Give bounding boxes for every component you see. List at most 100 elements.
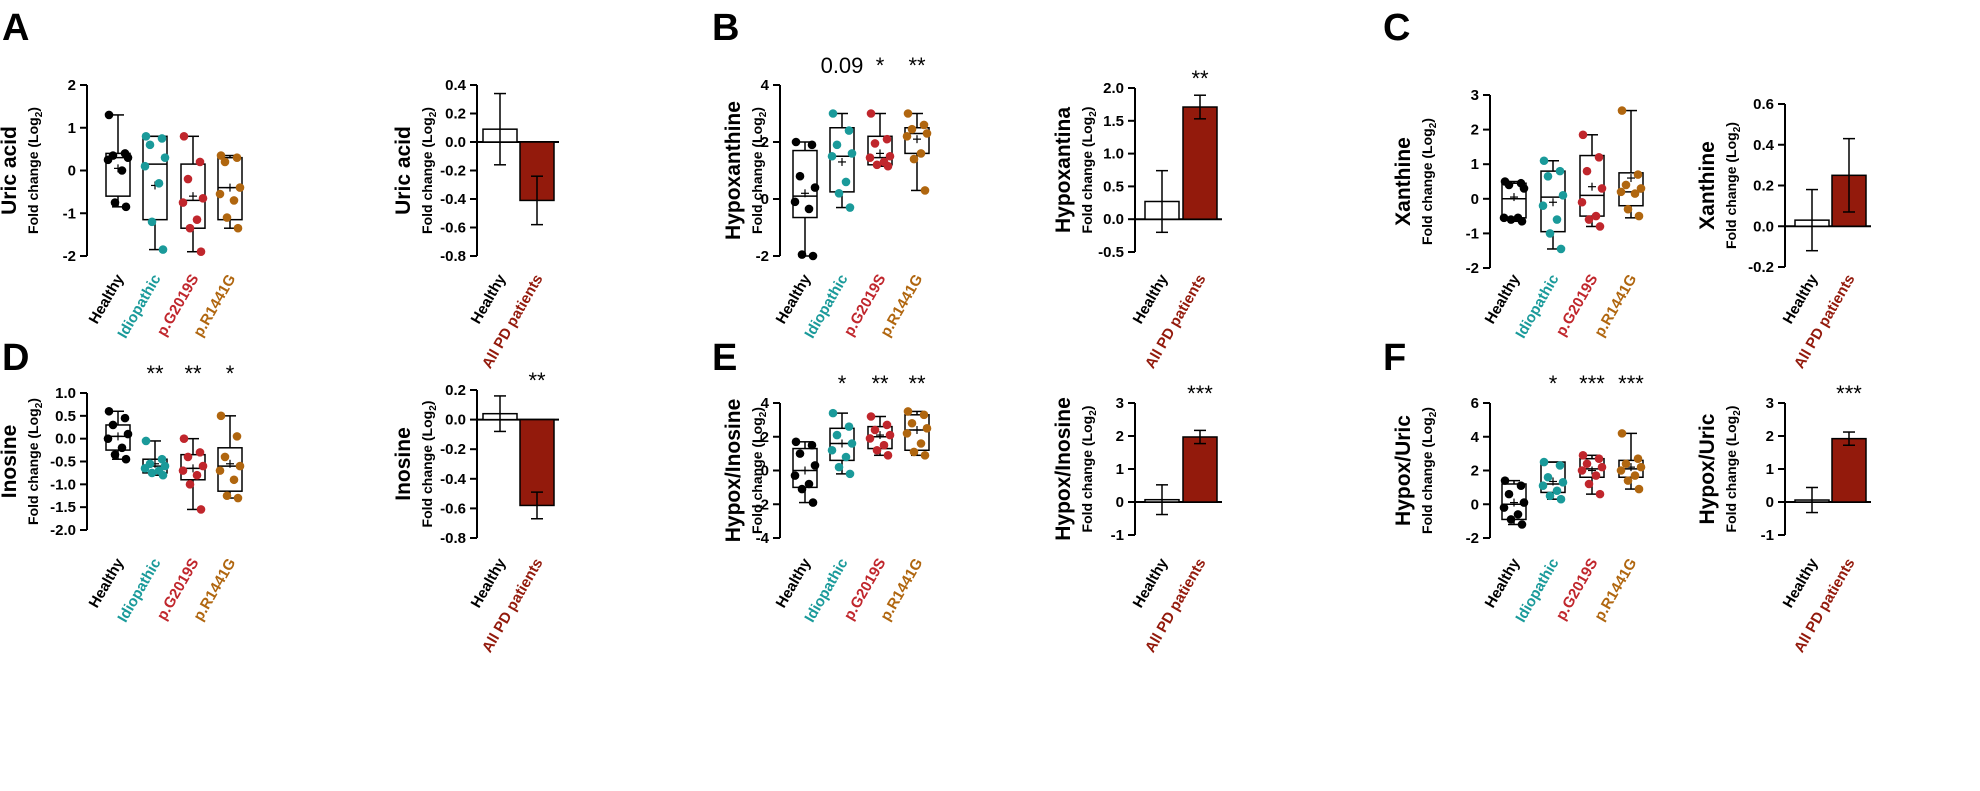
y-tick-label: 0.6 — [1753, 96, 1774, 113]
data-point — [834, 462, 844, 472]
data-point — [117, 443, 127, 453]
y-tick-label: -2.0 — [50, 522, 76, 539]
bar — [1831, 437, 1867, 503]
data-point — [147, 217, 157, 227]
y-axis-title: Uric acid — [0, 126, 21, 215]
data-point — [1539, 457, 1549, 467]
y-axis-subtitle-subscript: 2 — [758, 411, 769, 417]
significance-label: ** — [528, 368, 546, 393]
y-tick-label: -1 — [1111, 527, 1124, 544]
data-point — [216, 151, 226, 160]
data-point — [879, 440, 889, 450]
data-point — [1636, 184, 1646, 193]
data-point — [1552, 215, 1562, 224]
data-point — [108, 420, 118, 430]
data-point — [123, 429, 133, 439]
y-tick-label: 0.0 — [55, 431, 76, 448]
y-axis-subtitle-text: Fold change (Log — [1079, 117, 1095, 234]
data-point — [1543, 472, 1553, 482]
y-axis-subtitle-subscript: 2 — [1088, 410, 1099, 416]
data-point — [882, 134, 892, 144]
data-point — [1506, 215, 1516, 224]
bar — [519, 418, 555, 507]
y-tick-label: 1 — [1766, 461, 1774, 478]
data-point — [847, 149, 857, 158]
y-tick-label: -2 — [756, 496, 769, 513]
y-tick-label: 1 — [1471, 156, 1479, 173]
y-tick-label: -1 — [63, 205, 76, 222]
y-tick-label: 1.5 — [1103, 113, 1124, 130]
y-tick-label: 0 — [1471, 191, 1479, 208]
data-point — [185, 223, 195, 233]
y-tick-label: 0.4 — [445, 77, 467, 94]
data-point — [795, 449, 805, 458]
y-tick-label: 0 — [761, 463, 769, 480]
y-axis-subtitle-close: ) — [749, 107, 765, 112]
data-point — [807, 440, 817, 450]
y-axis-subtitle-subscript: 2 — [428, 405, 439, 411]
data-point — [215, 189, 225, 199]
data-point — [1633, 454, 1643, 463]
data-point — [183, 174, 193, 184]
data-point — [1556, 494, 1566, 504]
y-axis-title: Hypox/Inosine — [722, 399, 745, 543]
data-point — [1630, 189, 1640, 198]
data-point — [222, 213, 232, 222]
y-tick-label: 2 — [1471, 463, 1479, 480]
significance-label: ** — [146, 361, 164, 386]
data-point — [1595, 489, 1605, 499]
y-tick-label: -2 — [1466, 260, 1479, 277]
y-axis-subtitle-subscript: 2 — [1732, 410, 1743, 416]
data-point — [919, 120, 929, 130]
y-tick-label: -0.4 — [440, 191, 467, 208]
chart-12: Hypox/Uric Fold change (Log2) 3210-1Health… — [1696, 381, 1871, 656]
y-axis-title: Hypoxantina — [1052, 107, 1075, 233]
y-axis-subtitle-text: Fold change (Log — [1079, 416, 1095, 533]
y-tick-label: 3 — [1116, 395, 1124, 412]
data-point — [185, 480, 195, 489]
data-point — [178, 466, 188, 475]
data-point — [845, 469, 855, 479]
data-point — [883, 451, 893, 460]
y-tick-label: 0.2 — [1753, 178, 1774, 195]
data-point — [810, 183, 820, 192]
data-point — [903, 407, 913, 416]
panel-letter: D — [2, 337, 29, 379]
y-tick-label: 0 — [761, 191, 769, 208]
y-tick-label: 0 — [1471, 496, 1479, 513]
y-axis-subtitle: Fold change (Log2) — [25, 107, 45, 234]
significance-label: ** — [908, 371, 926, 396]
data-point — [196, 505, 206, 514]
y-tick-label: -0.2 — [440, 441, 466, 458]
y-tick-label: -1 — [1466, 225, 1479, 242]
data-point — [882, 420, 892, 430]
y-tick-label: -1 — [1761, 527, 1774, 544]
y-axis-title: Hypox/Uric — [1696, 413, 1719, 524]
data-point — [195, 157, 205, 167]
data-point — [1556, 244, 1566, 254]
y-axis-subtitle-close: ) — [749, 407, 765, 412]
y-axis-subtitle: Fold change (Log2) — [1723, 406, 1743, 533]
data-point — [196, 247, 206, 257]
data-point — [121, 202, 131, 212]
data-point — [110, 198, 120, 207]
significance-label: * — [876, 53, 885, 78]
data-point — [157, 134, 167, 143]
data-point — [192, 470, 202, 480]
y-axis-subtitle-subscript: 2 — [34, 402, 45, 408]
data-point — [235, 461, 245, 471]
y-tick-label: -1.5 — [50, 499, 76, 516]
data-point — [922, 129, 932, 138]
y-tick-label: 4 — [761, 77, 770, 94]
data-point — [866, 412, 876, 421]
data-point — [229, 475, 239, 485]
y-tick-label: 0.0 — [1103, 211, 1124, 228]
y-axis-subtitle-close: ) — [1723, 406, 1739, 411]
y-axis-subtitle-close: ) — [419, 107, 435, 112]
data-point — [123, 153, 133, 162]
data-point — [179, 132, 189, 141]
data-point — [804, 204, 814, 214]
bar — [1182, 436, 1218, 503]
